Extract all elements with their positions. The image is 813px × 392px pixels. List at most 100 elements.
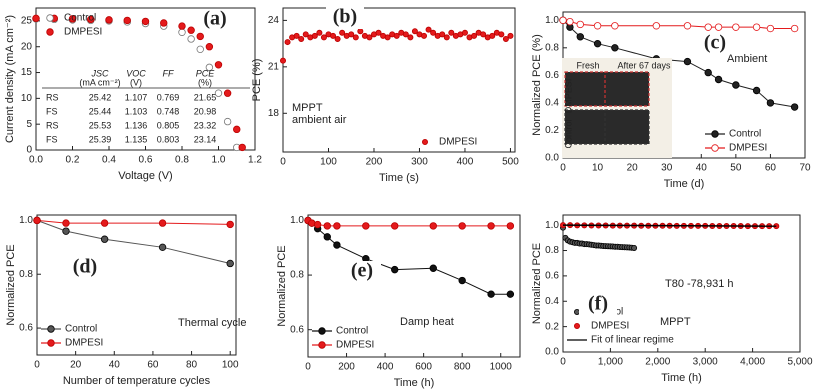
data-point [384, 34, 391, 41]
x-tick-label: 400 [457, 157, 474, 168]
y-tick-label: 0.2 [545, 321, 559, 332]
legend-label: DMPESI [336, 340, 374, 351]
table-unit: (mA cm⁻²) [79, 77, 120, 87]
y-tick-label: 0.2 [545, 125, 559, 136]
data-point [480, 31, 487, 38]
data-point [752, 23, 761, 31]
data-point [158, 243, 167, 252]
x-tick-label: 0.6 [139, 155, 153, 166]
data-point [429, 222, 437, 230]
data-point [498, 31, 505, 38]
y-tick-label: 24 [268, 15, 280, 26]
y-tick-label: 0 [26, 145, 32, 156]
panel-label: (d) [73, 256, 97, 278]
data-point [105, 16, 113, 24]
y-tick-label: 1.0 [545, 15, 559, 26]
data-point [391, 265, 399, 274]
x-tick-label: 30 [661, 163, 673, 174]
table-cell: RS [46, 92, 59, 102]
x-tick-label: 1.2 [248, 155, 262, 166]
y-tick-label: 0.8 [545, 42, 559, 53]
x-tick-label: 100 [222, 360, 239, 371]
data-point [352, 34, 359, 41]
legend-marker [46, 28, 54, 36]
x-tick-label: 300 [411, 157, 428, 168]
x-tick-label: 600 [415, 362, 432, 373]
data-point [448, 29, 455, 36]
data-point [178, 22, 186, 30]
x-tick-label: 100 [320, 157, 337, 168]
y-tick-label: 0.8 [290, 270, 304, 281]
data-point [320, 34, 327, 41]
data-point [593, 22, 602, 30]
table-cell: 25.42 [89, 92, 112, 102]
data-point [339, 29, 346, 36]
table-header: VOC [126, 68, 146, 78]
y-tick-label: 18 [268, 108, 280, 119]
panel-label-bg [696, 33, 734, 55]
data-point [714, 23, 723, 31]
x-tick-label: 0.2 [66, 155, 80, 166]
panel-label-bg [326, 7, 364, 29]
y-tick-label: 0.6 [545, 70, 559, 81]
data-point [704, 68, 712, 77]
y-tick-label: 5 [26, 119, 32, 130]
x-tick-label: 0.4 [102, 155, 116, 166]
data-point [566, 17, 574, 26]
annotation: Damp heat [400, 316, 454, 328]
annotation: Ambient [727, 53, 767, 65]
y-tick-label: 1.0 [290, 215, 304, 226]
panel-label: (a) [203, 8, 226, 30]
legend-marker [574, 308, 581, 315]
data-point [611, 44, 619, 52]
x-tick-label: 50 [730, 163, 742, 174]
data-point [187, 26, 195, 34]
x-tick-label: 1.0 [212, 155, 226, 166]
data-point [158, 219, 167, 227]
data-point [683, 57, 692, 66]
data-point [732, 23, 740, 31]
table-cell: RS [46, 120, 59, 130]
annotation: Thermal cycle [178, 317, 246, 329]
y-tick-label: 0.4 [545, 296, 559, 307]
data-point [652, 22, 661, 30]
legend-label: DMPESI [439, 137, 477, 148]
data-point [333, 222, 341, 230]
table-cell: 23.32 [194, 120, 217, 130]
legend-marker [47, 339, 55, 347]
data-point [68, 15, 77, 23]
data-point [293, 32, 300, 39]
x-tick-label: 0 [34, 360, 40, 371]
y-tick-label: 1.0 [19, 215, 33, 226]
x-tick-label: 0 [305, 362, 311, 373]
data-point [362, 222, 370, 230]
x-tick-label: 4,000 [740, 357, 765, 368]
y-axis-title: Normalized PCE [276, 245, 288, 326]
x-tick-label: 80 [186, 360, 198, 371]
data-point [302, 31, 309, 38]
table-cell: 0.805 [157, 120, 180, 130]
data-point [683, 22, 692, 30]
series-line [562, 224, 777, 227]
legend-label: Control [729, 129, 761, 140]
table-header: PCE [196, 68, 216, 78]
data-point [323, 233, 331, 241]
x-tick-label: 1000 [490, 362, 513, 373]
y-tick-label: 15 [21, 67, 33, 78]
panel-label: (b) [333, 6, 357, 28]
data-point [576, 20, 584, 29]
data-point [334, 35, 341, 42]
data-point [429, 264, 437, 272]
x-tick-label: 70 [799, 163, 811, 174]
data-point [461, 29, 468, 36]
x-tick-label: 200 [366, 157, 383, 168]
y-tick-label: 0.8 [545, 245, 559, 256]
y-tick-label: 0.0 [545, 347, 559, 358]
data-point [421, 32, 428, 39]
data-point [430, 29, 437, 36]
data-point [489, 32, 496, 39]
annotation: MPPT [660, 316, 691, 328]
data-point [196, 45, 204, 54]
data-point [502, 35, 509, 42]
data-point [33, 216, 41, 225]
